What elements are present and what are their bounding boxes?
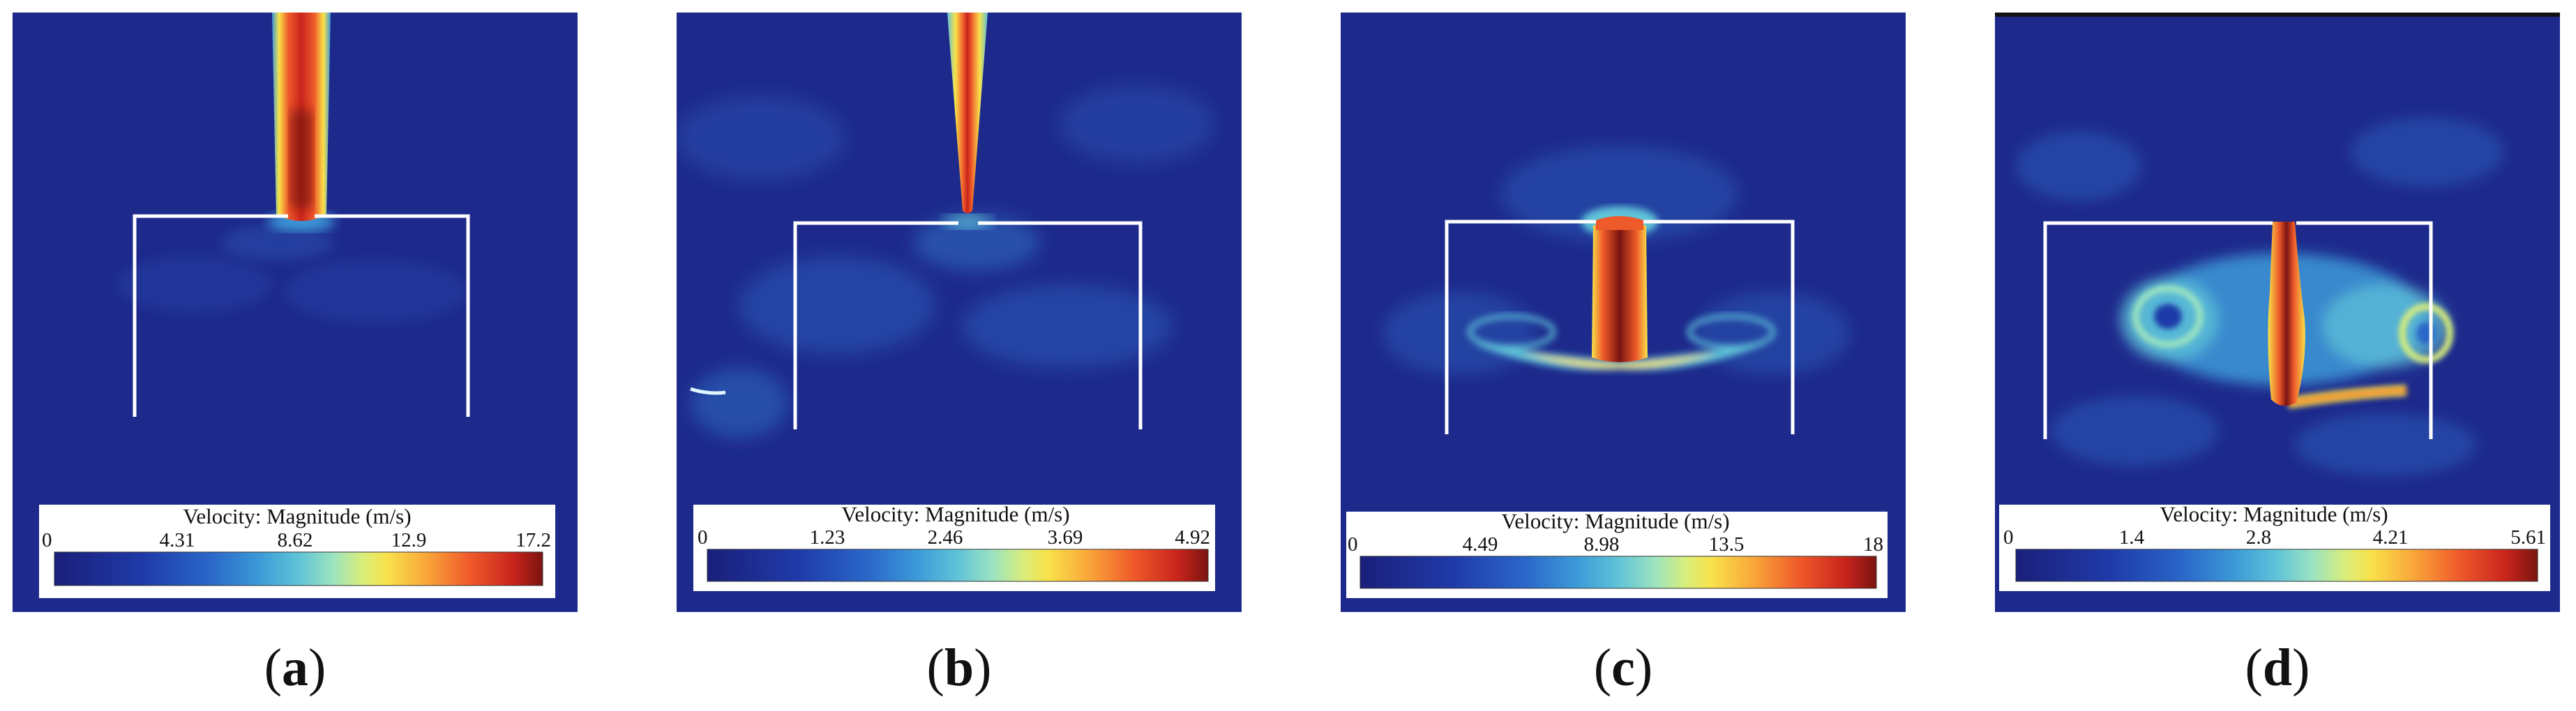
velocity-contour-plot-d: Velocity: Magnitude (m/s) 0 1.4 2.8 4.21… <box>1995 13 2560 612</box>
top-border <box>1995 13 2560 17</box>
colorbar-title: Velocity: Magnitude (m/s) <box>2160 502 2388 526</box>
colorbar-title: Velocity: Magnitude (m/s) <box>183 504 411 528</box>
colorbar-tick: 2.8 <box>2246 526 2271 549</box>
velocity-contour-plot-b: Velocity: Magnitude (m/s) 0 1.23 2.46 3.… <box>677 13 1242 612</box>
colorbar-tick: 8.98 <box>1584 533 1620 556</box>
panel-c: Velocity: Magnitude (m/s) 0 4.49 8.98 13… <box>1341 13 1906 612</box>
colorbar-scale <box>54 551 543 586</box>
colorbar-tick: 0 <box>1348 533 1358 556</box>
low-velocity-eddies <box>677 86 1214 438</box>
colorbar-tick: 0 <box>698 526 708 549</box>
low-velocity-eddies <box>117 225 466 323</box>
colorbar-tick: 8.62 <box>278 529 313 551</box>
wall-jet-spread <box>1468 314 1775 371</box>
colorbar-title: Velocity: Magnitude (m/s) <box>841 502 1069 526</box>
colorbar-tick: 4.49 <box>1463 533 1498 556</box>
caption-d: (d) <box>2245 639 2310 697</box>
velocity-contour-plot-a: Velocity: Magnitude (m/s) 0 4.31 8.62 12… <box>13 13 578 612</box>
caption-letter: b <box>944 639 974 697</box>
jet-exit-glow <box>944 215 991 229</box>
caption-letter: a <box>282 639 308 697</box>
panel-a: Velocity: Magnitude (m/s) 0 4.31 8.62 12… <box>13 13 578 612</box>
colorbar-tick: 1.23 <box>810 526 845 549</box>
jet-stream <box>1592 225 1648 362</box>
colorbar-tick: 4.92 <box>1175 526 1210 549</box>
colorbar-tick: 18 <box>1863 533 1883 556</box>
colorbar-title: Velocity: Magnitude (m/s) <box>1501 509 1729 533</box>
enclosure-walls <box>793 221 1143 429</box>
caption-c: (c) <box>1593 639 1653 697</box>
colorbar-scale <box>2015 549 2538 582</box>
colorbar-scale <box>1359 556 1877 589</box>
jet-stream <box>2268 222 2305 406</box>
colorbar-tick: 2.46 <box>928 526 963 549</box>
low-velocity-eddies <box>2016 117 2504 476</box>
enclosure-walls <box>133 214 470 417</box>
colorbar-tick: 3.69 <box>1048 526 1083 549</box>
colorbar-scale <box>707 549 1209 582</box>
caption-letter: d <box>2262 639 2293 697</box>
caption-b: (b) <box>926 639 992 697</box>
jet-core <box>290 110 312 208</box>
colorbar-tick: 17.2 <box>515 529 551 551</box>
caption-a: (a) <box>264 639 326 697</box>
caption-letter: c <box>1611 639 1635 697</box>
colorbar-tick: 12.9 <box>391 529 427 551</box>
colorbar-tick: 13.5 <box>1709 533 1745 556</box>
colorbar-tick: 5.61 <box>2510 526 2546 549</box>
colorbar-tick: 0 <box>2003 526 2014 549</box>
jet-stream <box>947 13 988 213</box>
vortex-rings <box>2132 285 2453 408</box>
enclosure-walls <box>1445 220 1795 434</box>
colorbar-tick: 4.31 <box>160 529 195 551</box>
colorbar-tick: 1.4 <box>2119 526 2145 549</box>
velocity-contour-plot-c: Velocity: Magnitude (m/s) 0 4.49 8.98 13… <box>1341 13 1906 612</box>
panel-d: Velocity: Magnitude (m/s) 0 1.4 2.8 4.21… <box>1995 13 2560 612</box>
enclosure-walls <box>2043 221 2433 439</box>
colorbar-tick: 4.21 <box>2373 526 2409 549</box>
colorbar-tick: 0 <box>42 529 52 551</box>
inlet-cap <box>1596 216 1643 230</box>
edge-jet-streak <box>690 387 726 395</box>
panel-b: Velocity: Magnitude (m/s) 0 1.23 2.46 3.… <box>677 13 1242 612</box>
